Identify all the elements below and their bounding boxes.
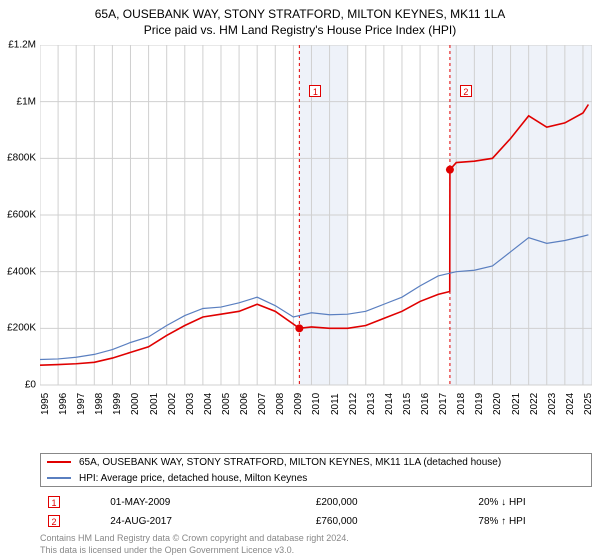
- marker-row: 2 24-AUG-2017£760,00078% ↑ HPI: [42, 513, 590, 530]
- x-tick-label: 2017: [438, 393, 449, 415]
- marker-date: 01-MAY-2009: [104, 494, 308, 511]
- x-tick-label: 1996: [58, 393, 69, 415]
- footer-line2: This data is licensed under the Open Gov…: [40, 544, 349, 556]
- marker-date: 24-AUG-2017: [104, 513, 308, 530]
- y-tick-label: £400K: [0, 266, 36, 277]
- x-tick-label: 2019: [474, 393, 485, 415]
- x-tick-label: 2004: [203, 393, 214, 415]
- marker-number-box: 1: [48, 496, 60, 508]
- y-tick-label: £600K: [0, 210, 36, 221]
- x-tick-label: 1998: [94, 393, 105, 415]
- x-tick-label: 2001: [149, 393, 160, 415]
- x-tick-label: 2005: [221, 393, 232, 415]
- x-tick-label: 2010: [311, 393, 322, 415]
- marker-number-box: 2: [48, 515, 60, 527]
- marker-price: £200,000: [310, 494, 471, 511]
- x-tick-label: 2006: [239, 393, 250, 415]
- x-tick-label: 2020: [492, 393, 503, 415]
- title-block: 65A, OUSEBANK WAY, STONY STRATFORD, MILT…: [0, 0, 600, 38]
- x-tick-label: 2014: [384, 393, 395, 415]
- x-tick-label: 1995: [40, 393, 51, 415]
- x-tick-label: 2018: [456, 393, 467, 415]
- x-tick-label: 2012: [348, 393, 359, 415]
- footer-line1: Contains HM Land Registry data © Crown c…: [40, 532, 349, 544]
- legend-swatch: [47, 461, 71, 463]
- x-tick-label: 2016: [420, 393, 431, 415]
- x-tick-label: 2022: [529, 393, 540, 415]
- callout-marker: 2: [460, 85, 472, 97]
- x-tick-label: 2008: [275, 393, 286, 415]
- y-tick-label: £1M: [0, 96, 36, 107]
- chart-area: £0£200K£400K£600K£800K£1M£1.2M1995199619…: [40, 45, 592, 425]
- x-tick-label: 2013: [366, 393, 377, 415]
- x-tick-label: 2021: [511, 393, 522, 415]
- x-tick-label: 2023: [547, 393, 558, 415]
- x-tick-label: 2003: [185, 393, 196, 415]
- x-tick-label: 2015: [402, 393, 413, 415]
- title-subtitle: Price paid vs. HM Land Registry's House …: [0, 22, 600, 38]
- legend-label: 65A, OUSEBANK WAY, STONY STRATFORD, MILT…: [79, 457, 501, 468]
- legend-row: HPI: Average price, detached house, Milt…: [41, 470, 591, 486]
- x-tick-label: 2009: [293, 393, 304, 415]
- legend-swatch: [47, 477, 71, 479]
- y-tick-label: £800K: [0, 153, 36, 164]
- x-tick-label: 2024: [565, 393, 576, 415]
- legend-box: 65A, OUSEBANK WAY, STONY STRATFORD, MILT…: [40, 453, 592, 487]
- callout-marker: 1: [309, 85, 321, 97]
- marker-price: £760,000: [310, 513, 471, 530]
- x-tick-label: 2007: [257, 393, 268, 415]
- x-tick-label: 1999: [112, 393, 123, 415]
- markers-table: 1 01-MAY-2009£200,00020% ↓ HPI 2 24-AUG-201…: [40, 492, 592, 532]
- y-tick-label: £200K: [0, 323, 36, 334]
- marker-pct: 78% ↑ HPI: [472, 513, 590, 530]
- x-tick-label: 2000: [130, 393, 141, 415]
- x-tick-label: 1997: [76, 393, 87, 415]
- x-tick-label: 2011: [330, 393, 341, 415]
- y-tick-label: £0: [0, 380, 36, 391]
- y-tick-label: £1.2M: [0, 40, 36, 51]
- chart-svg: [40, 45, 592, 425]
- x-tick-label: 2025: [583, 393, 594, 415]
- x-tick-label: 2002: [167, 393, 178, 415]
- title-address: 65A, OUSEBANK WAY, STONY STRATFORD, MILT…: [0, 6, 600, 22]
- legend-label: HPI: Average price, detached house, Milt…: [79, 473, 307, 484]
- chart-container: 65A, OUSEBANK WAY, STONY STRATFORD, MILT…: [0, 0, 600, 560]
- marker-pct: 20% ↓ HPI: [472, 494, 590, 511]
- legend-row: 65A, OUSEBANK WAY, STONY STRATFORD, MILT…: [41, 454, 591, 470]
- footer: Contains HM Land Registry data © Crown c…: [40, 532, 349, 556]
- marker-row: 1 01-MAY-2009£200,00020% ↓ HPI: [42, 494, 590, 511]
